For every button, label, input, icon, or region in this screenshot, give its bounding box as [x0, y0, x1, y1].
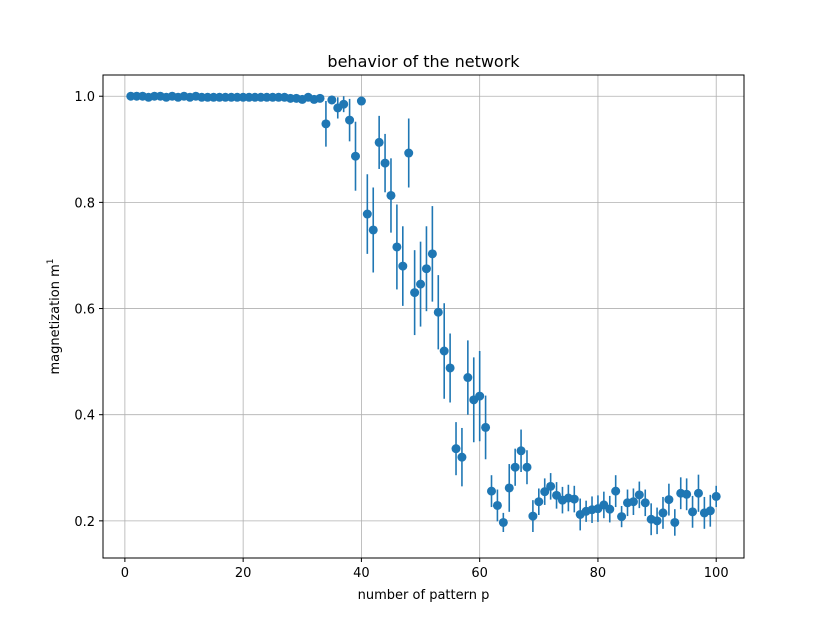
- data-point: [487, 486, 497, 496]
- data-point: [528, 511, 538, 521]
- data-point: [693, 488, 703, 498]
- plot-area: [103, 75, 744, 558]
- data-point: [427, 249, 437, 259]
- grid-lines: [103, 75, 744, 558]
- data-point: [350, 151, 360, 161]
- data-point: [658, 508, 668, 518]
- data-point: [628, 497, 638, 507]
- x-axis-label: number of pattern p: [358, 588, 490, 603]
- y-axis-label-main: magnetization m: [48, 264, 63, 374]
- data-point: [498, 517, 508, 527]
- data-point: [368, 225, 378, 235]
- data-point: [416, 279, 426, 289]
- chart-title: behavior of the network: [327, 52, 520, 71]
- data-point: [433, 307, 443, 317]
- data-point: [504, 483, 514, 493]
- data-point: [451, 444, 461, 454]
- data-point: [605, 504, 615, 514]
- y-tick-label: 1.0: [74, 90, 95, 105]
- data-point: [640, 498, 650, 508]
- data-point: [481, 422, 491, 432]
- data-point: [392, 242, 402, 252]
- data-point: [315, 93, 325, 103]
- data-point: [421, 264, 431, 274]
- data-point: [398, 261, 408, 271]
- data-point: [362, 209, 372, 219]
- data-points: [126, 91, 721, 527]
- data-point: [611, 486, 621, 496]
- data-point: [688, 507, 698, 517]
- data-point: [569, 494, 579, 504]
- data-point: [705, 506, 715, 516]
- data-point: [356, 96, 366, 106]
- data-point: [522, 462, 532, 472]
- data-point: [457, 452, 467, 462]
- data-point: [546, 481, 556, 491]
- y-tick-label: 0.6: [74, 303, 95, 318]
- x-tick-label: 100: [704, 566, 729, 581]
- data-point: [445, 363, 455, 373]
- data-point: [540, 487, 550, 497]
- data-point: [534, 497, 544, 507]
- data-point: [321, 119, 331, 129]
- data-point: [617, 512, 627, 522]
- x-tick-label: 40: [353, 566, 370, 581]
- x-tick-label: 0: [121, 566, 129, 581]
- x-tick-label: 80: [590, 566, 607, 581]
- data-point: [634, 490, 644, 500]
- data-point: [664, 495, 674, 505]
- data-point: [374, 137, 384, 147]
- x-axis-ticks: 0 20 40 60 80 100: [121, 558, 729, 581]
- data-point: [439, 346, 449, 356]
- y-axis-label-superscript: 1: [46, 258, 56, 264]
- data-point: [386, 190, 396, 200]
- data-point: [380, 158, 390, 168]
- data-point: [516, 446, 526, 456]
- y-tick-label: 0.2: [74, 515, 95, 530]
- data-point: [492, 500, 502, 510]
- data-point: [670, 517, 680, 527]
- data-point: [510, 462, 520, 472]
- data-point: [327, 95, 337, 105]
- data-point: [345, 115, 355, 125]
- plot-frame: [102, 74, 745, 559]
- data-point: [463, 373, 473, 383]
- y-axis-ticks: 0.2 0.4 0.6 0.8 1.0: [74, 90, 103, 530]
- data-point: [404, 148, 414, 158]
- data-point: [475, 391, 485, 401]
- x-tick-label: 20: [235, 566, 252, 581]
- data-point: [652, 516, 662, 526]
- y-tick-label: 0.4: [74, 409, 95, 424]
- x-tick-label: 60: [471, 566, 488, 581]
- data-point: [339, 99, 349, 109]
- data-point: [682, 489, 692, 499]
- data-point: [410, 288, 420, 298]
- y-tick-label: 0.8: [74, 196, 95, 211]
- data-point: [711, 491, 721, 501]
- y-axis-label: magnetization m1: [46, 258, 63, 374]
